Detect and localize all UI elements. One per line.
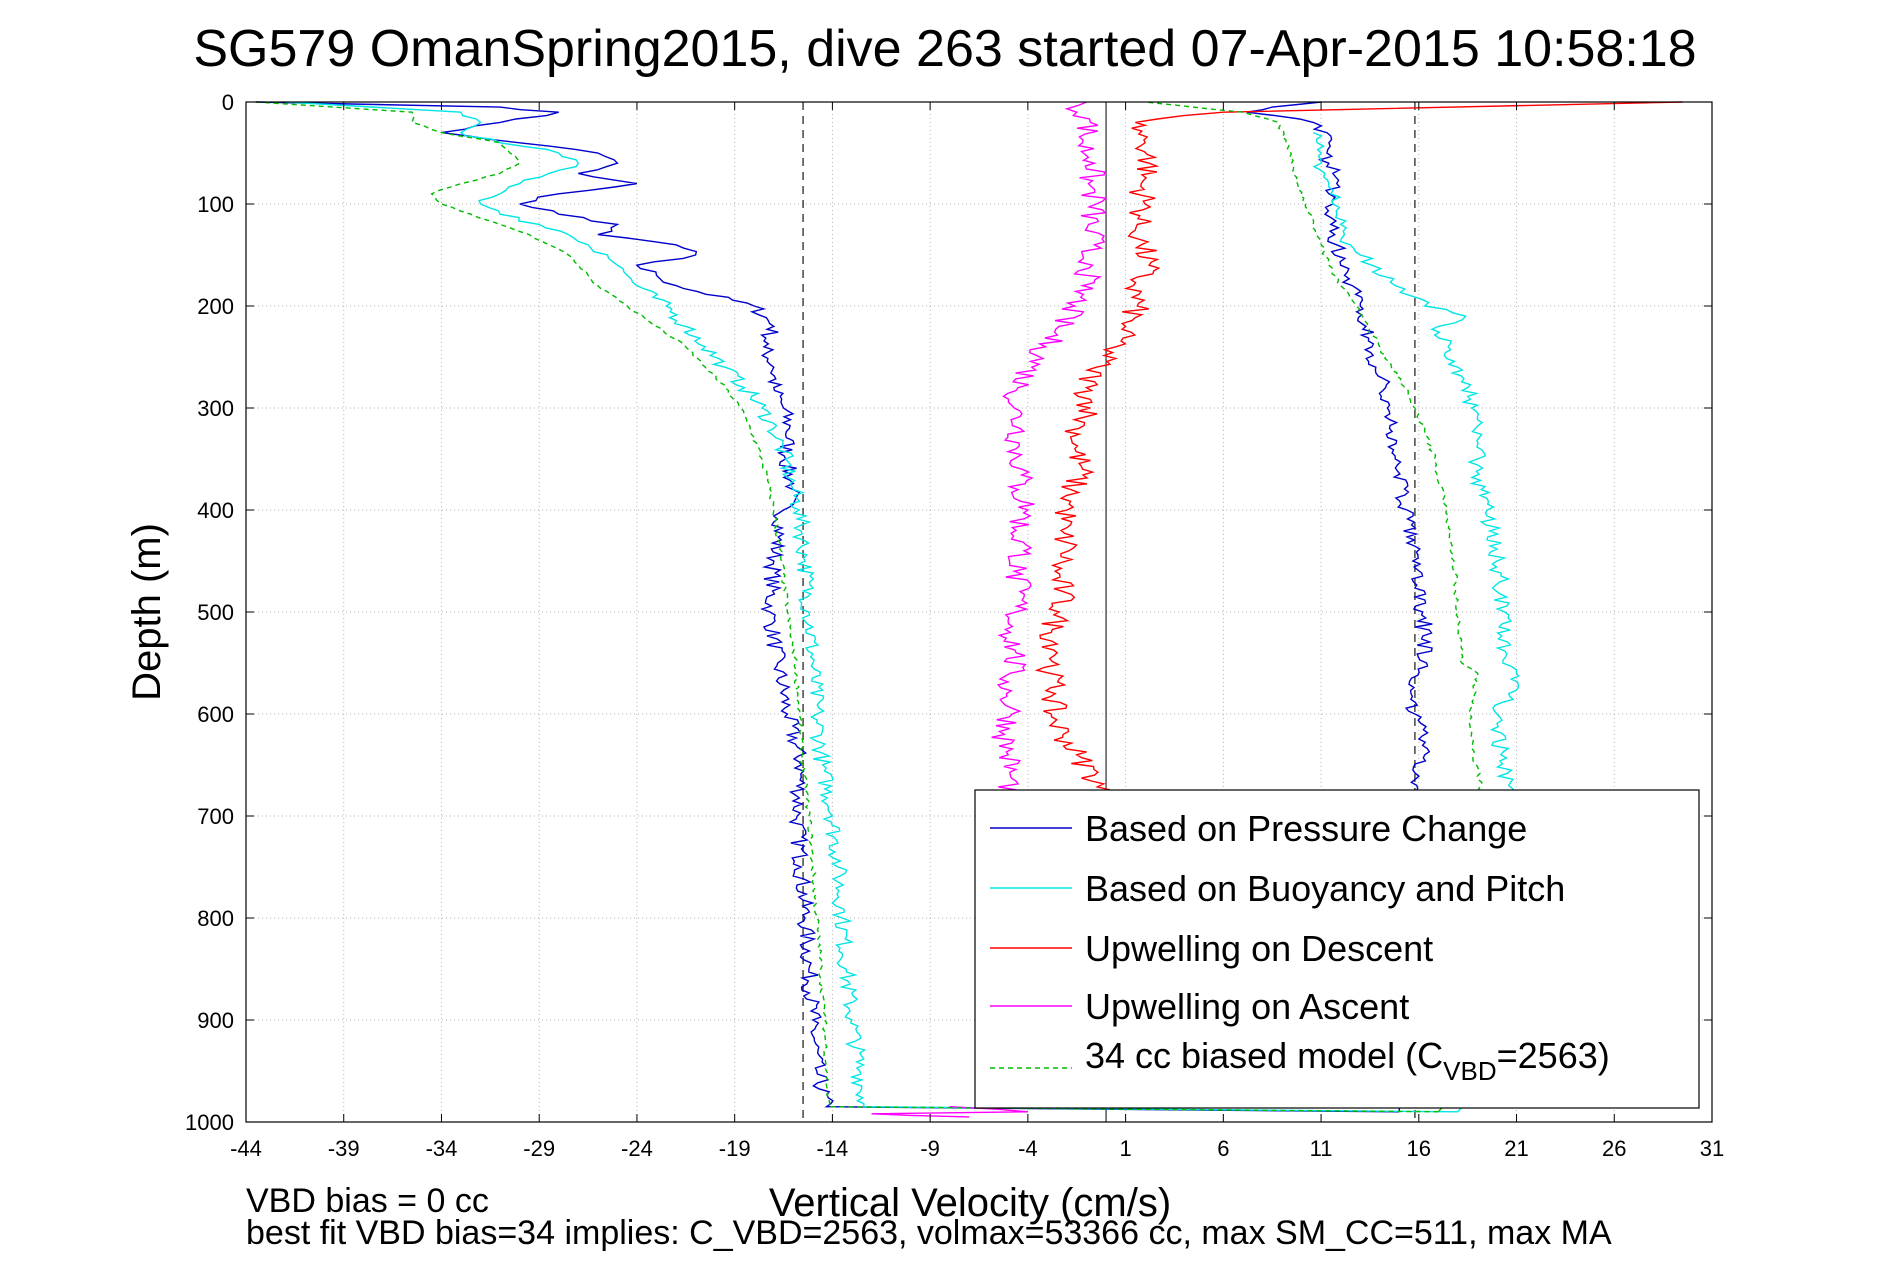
legend-label-ascent: Upwelling on Ascent	[1085, 986, 1409, 1027]
x-tick-label-7: -9	[920, 1136, 940, 1161]
x-tick-label-10: 6	[1217, 1136, 1229, 1161]
x-tick-label-2: -34	[426, 1136, 458, 1161]
x-tick-label-9: 1	[1119, 1136, 1131, 1161]
series-line-4-1	[1145, 101, 1483, 1113]
y-tick-label-5: 500	[197, 600, 234, 625]
y-tick-label-6: 600	[197, 702, 234, 727]
y-tick-label-1: 100	[197, 192, 234, 217]
y-tick-label-2: 200	[197, 294, 234, 319]
y-tick-label-0: 0	[222, 90, 234, 115]
legend-model-suffix: =2563)	[1497, 1035, 1610, 1076]
x-tick-label-13: 21	[1504, 1136, 1528, 1161]
y-tick-label-3: 300	[197, 396, 234, 421]
legend-model-prefix: 34 cc biased model (C	[1085, 1035, 1443, 1076]
y-tick-label-8: 800	[197, 906, 234, 931]
legend-box	[974, 789, 1700, 1109]
y-axis-label: Depth (m)	[125, 523, 169, 701]
legend-model-sub: VBD	[1443, 1056, 1496, 1086]
series-line-1-0	[285, 101, 1458, 1113]
x-tick-label-8: -4	[1018, 1136, 1038, 1161]
y-axis-ticks: 0 100 200 300 400 500 600 700 800 900 1000	[185, 90, 1712, 1135]
x-tick-label-15: 31	[1700, 1136, 1724, 1161]
y-tick-label-4: 400	[197, 498, 234, 523]
x-tick-label-12: 16	[1407, 1136, 1431, 1161]
legend-label-model: 34 cc biased model (CVBD=2563)	[1085, 1035, 1610, 1086]
y-tick-label-7: 700	[197, 804, 234, 829]
legend-label-buoyancy: Based on Buoyancy and Pitch	[1085, 868, 1565, 909]
chart-title: SG579 OmanSpring2015, dive 263 started 0…	[193, 20, 1696, 78]
series-line-3-1	[871, 1106, 1028, 1118]
footnote-best-fit: best fit VBD bias=34 implies: C_VBD=2563…	[246, 1214, 1612, 1252]
y-tick-label-9: 900	[197, 1008, 234, 1033]
legend-label-descent: Upwelling on Descent	[1085, 928, 1433, 969]
x-axis-label: Vertical Velocity (cm/s)	[769, 1181, 1171, 1225]
x-tick-label-4: -24	[621, 1136, 653, 1161]
series-line-2-0	[1034, 101, 1683, 797]
x-tick-label-5: -19	[719, 1136, 751, 1161]
x-tick-label-6: -14	[817, 1136, 849, 1161]
x-tick-label-0: -44	[230, 1136, 262, 1161]
footnote-vbd-bias: VBD bias = 0 cc	[246, 1182, 489, 1220]
series-line-0-0	[255, 101, 1400, 1113]
series-line-3-0	[991, 101, 1108, 797]
x-tick-label-1: -39	[328, 1136, 360, 1161]
legend-label-pressure: Based on Pressure Change	[1085, 808, 1527, 849]
series-line-4-0	[255, 101, 1439, 1113]
x-tick-label-14: 26	[1602, 1136, 1626, 1161]
x-tick-label-3: -29	[523, 1136, 555, 1161]
x-axis-ticks: -44 -39 -34 -29 -24 -19 -14 -9 -4 1 6 11 16 21 26 31	[230, 102, 1724, 1161]
legend: Based on Pressure Change Based on Buoyan…	[974, 789, 1700, 1109]
x-tick-label-11: 11	[1310, 1136, 1333, 1161]
y-tick-label-10: 1000	[185, 1110, 234, 1135]
